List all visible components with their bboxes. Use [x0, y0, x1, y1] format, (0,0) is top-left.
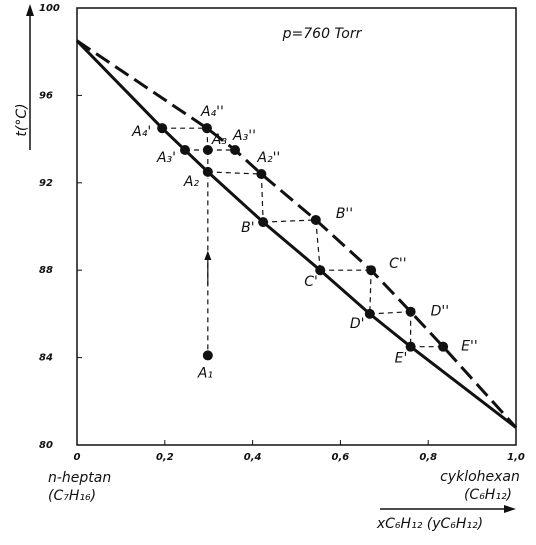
x-right-formula: (C₆H₁₂)	[464, 487, 512, 503]
y-tick-label: 92	[39, 178, 53, 189]
point-label: A₃''	[232, 128, 256, 144]
x-tick-label: 1,0	[507, 452, 525, 463]
x-tick-label: 0	[74, 452, 81, 463]
point-label: C''	[389, 256, 406, 272]
point	[202, 350, 213, 361]
x-tick-label: 0,2	[156, 452, 174, 463]
point	[202, 166, 213, 177]
y-tick-label: 84	[39, 353, 53, 364]
point-label: C'	[304, 274, 318, 290]
point-label: A₄'	[131, 124, 151, 140]
x-tick-label: 0,6	[332, 452, 350, 463]
point-label: A₁	[197, 365, 213, 381]
point-label: A₃	[211, 132, 228, 148]
point	[256, 169, 267, 180]
y-tick-label: 88	[39, 265, 53, 276]
point	[230, 145, 241, 156]
x-right-label: cyklohexan	[440, 469, 520, 485]
y-axis-arrowhead	[26, 4, 34, 16]
point-label: D''	[431, 304, 449, 320]
point-label: B''	[336, 206, 353, 222]
y-tick-label: 96	[39, 90, 53, 101]
x-axis-label: xC₆H₁₂ (yC₆H₁₂)	[376, 516, 483, 532]
y-tick-label: 80	[39, 440, 53, 451]
point-label: A₄''	[200, 104, 224, 120]
tie-line	[369, 270, 372, 314]
tie-line	[260, 174, 264, 223]
point-label: A₂''	[256, 150, 280, 166]
point	[364, 308, 375, 319]
x-tick-label: 0,8	[419, 452, 437, 463]
point	[179, 145, 190, 156]
point	[315, 265, 326, 276]
point	[405, 306, 416, 317]
y-tick-label: 100	[39, 3, 60, 14]
y-axis-label: t(°C)	[14, 103, 30, 136]
x-tick-label: 0,4	[244, 452, 262, 463]
chart-title: p=760 Torr	[282, 26, 363, 42]
point-label: B'	[241, 220, 254, 236]
point	[201, 123, 212, 134]
point-label: A₂	[183, 174, 200, 190]
point	[202, 145, 213, 156]
point-label: E'	[395, 351, 408, 367]
point	[405, 341, 416, 352]
x-axis-arrowhead	[504, 505, 516, 513]
x-left-formula: (C₇H₁₆)	[48, 488, 96, 504]
tie-line	[369, 311, 411, 315]
x-left-label: n-heptan	[48, 470, 111, 486]
point-label: E''	[461, 339, 478, 355]
point	[258, 217, 269, 228]
point	[366, 265, 377, 276]
point	[157, 123, 168, 134]
plot-frame	[76, 7, 517, 446]
point	[310, 214, 321, 225]
point-label: A₃'	[156, 150, 176, 166]
point	[438, 341, 449, 352]
point-label: D'	[350, 316, 365, 332]
